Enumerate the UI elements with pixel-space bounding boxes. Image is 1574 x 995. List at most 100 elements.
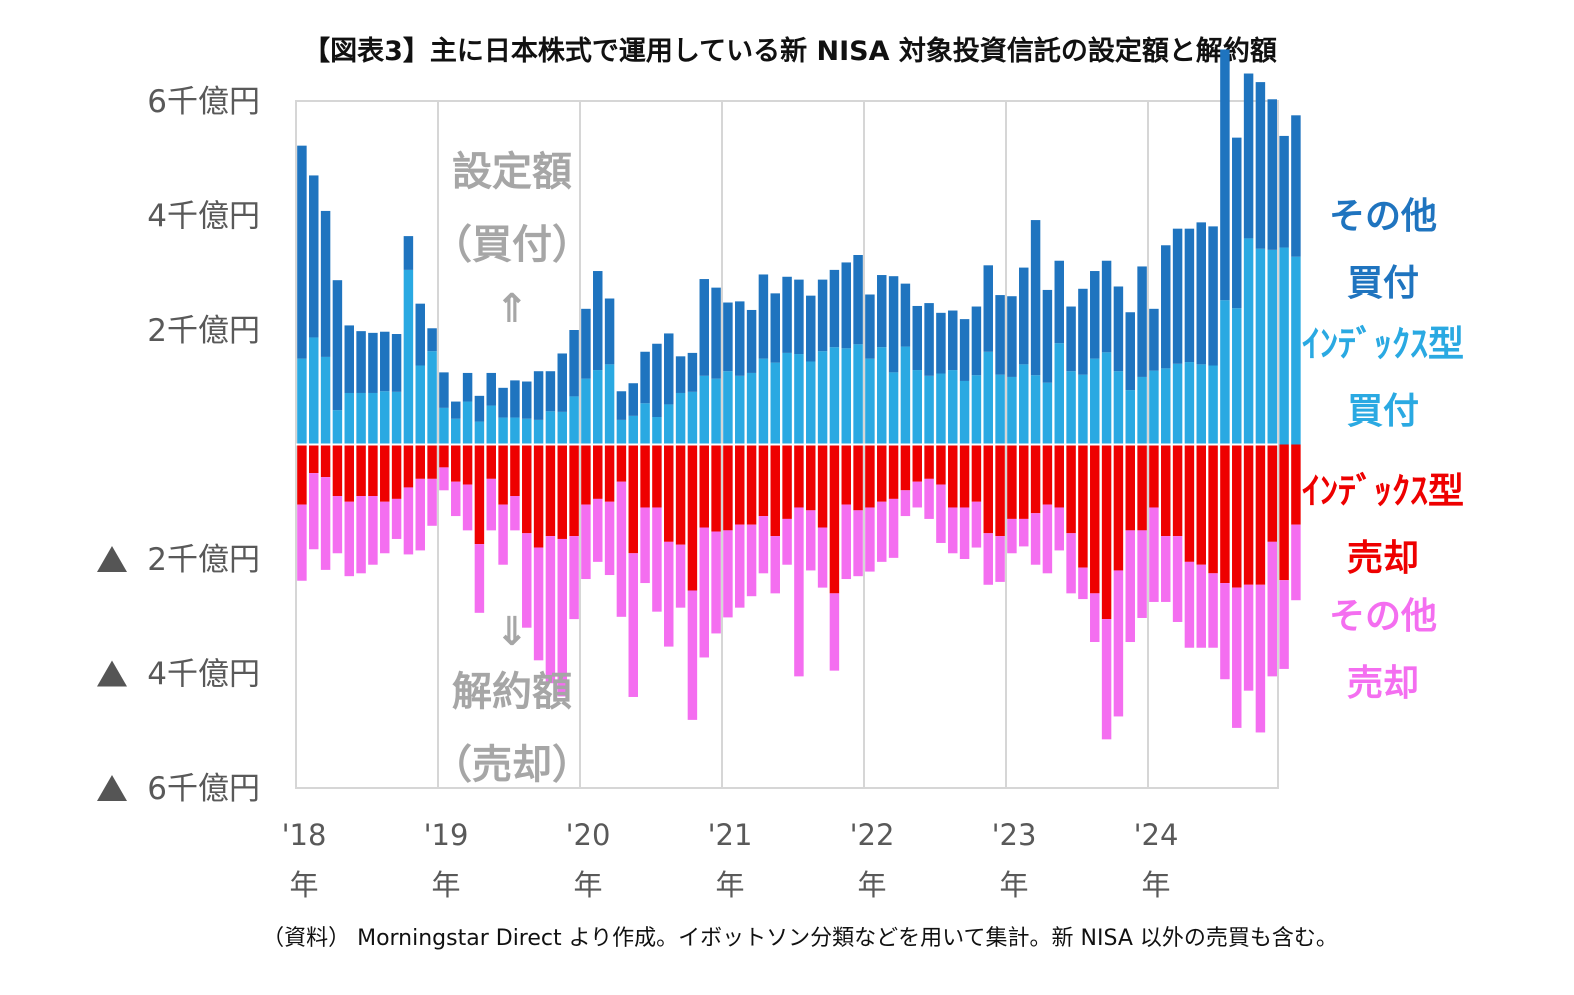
bar-buy-other [675,356,686,393]
bar-sell-other [451,481,461,517]
bar-sell-index [309,444,319,474]
bar-buy-other [853,255,863,345]
bar-buy-index [1279,247,1289,445]
bar-buy-index [1267,249,1277,445]
bar-buy-other [1267,99,1277,250]
bar-sell-other [533,547,544,661]
bar-sell-index [1125,444,1135,531]
bar-sell-other [510,496,520,531]
chart-title: 【図表3】主に日本株式で運用している新 NISA 対象投資信託の設定額と解約額 [303,35,1277,67]
bar-buy-other [1208,226,1218,366]
bar-buy-other [817,279,828,352]
bar-buy-index [486,405,496,445]
bar-sell-index [652,444,662,508]
bar-sell-index [380,444,390,502]
bar-sell-index [782,444,792,519]
x-tick-year-suffix: 年 [715,868,744,902]
bar-sell-other [1030,513,1041,565]
bar-sell-other [699,527,709,658]
bar-sell-index [486,444,496,479]
bar-sell-other [1279,580,1289,669]
bar-sell-index [1054,444,1064,508]
bar-buy-other [557,353,567,412]
bar-sell-index [510,444,520,497]
bar-buy-index [794,354,804,445]
bar-sell-index [924,444,934,479]
bar-buy-other [427,328,437,352]
bar-buy-index [1255,248,1266,445]
bar-sell-index [368,444,378,497]
bar-buy-other [498,387,508,418]
bar-buy-other [888,276,899,373]
bar-sell-other [628,553,638,697]
bar-buy-other [865,294,875,359]
bar-buy-other [1279,135,1289,248]
bar-sell-other [746,524,757,597]
bar-buy-index [545,411,556,445]
bar-sell-index [841,444,851,505]
bar-sell-index [675,444,686,545]
bar-buy-other [1125,312,1135,391]
bar-sell-other [888,498,899,558]
bar-sell-other [593,498,603,562]
bar-sell-other [959,507,970,559]
bar-buy-other [924,303,934,376]
bar-sell-other [1066,533,1076,594]
bar-sell-other [1196,564,1206,648]
bar-buy-index [782,352,792,445]
bar-buy-other [380,331,390,392]
bar-buy-index [569,396,579,445]
bar-sell-index [746,444,757,525]
bar-sell-index [735,444,745,525]
bar-buy-index [415,365,425,445]
legend-label: 売却 [1347,663,1419,704]
bar-sell-other [1220,583,1230,680]
bar-sell-other [711,531,721,634]
bar-sell-other [427,478,437,526]
bar-buy-index [604,364,615,445]
bar-buy-index [439,407,449,445]
bar-sell-other [900,490,911,517]
bar-buy-index [474,421,485,445]
bar-sell-index [1243,444,1254,585]
bar-sell-index [545,444,556,537]
bar-buy-other [439,372,449,408]
bar-buy-other [1149,308,1159,371]
bar-sell-other [1232,587,1242,728]
bar-buy-other [1078,288,1088,375]
bar-sell-index [1208,444,1218,574]
bar-buy-index [1184,362,1195,445]
bar-buy-index [1042,382,1053,445]
bar-buy-other [983,265,993,352]
annotation-down-arrow: ⇓ [495,609,529,655]
bar-buy-index [711,378,721,445]
annotations: 設定額 （買付） ⇑ ⇓ 解約額 （売却） [432,149,592,788]
bar-buy-index [616,419,627,445]
bar-buy-other [746,309,757,373]
bar-buy-index [403,269,414,445]
bar-sell-other [1243,584,1254,691]
bar-buy-index [948,370,958,445]
bar-sell-index [332,444,343,497]
y-axis: 6千億円 4千億円 2千億円 2千億円 4千億円 6千億円 [97,84,260,807]
bar-sell-other [782,518,792,565]
x-tick-year-suffix: 年 [431,868,460,902]
bar-sell-index [1007,444,1017,519]
bar-sell-index [806,444,816,511]
bar-buy-other [770,293,780,363]
bar-sell-other [652,507,662,612]
bar-sell-other [1078,567,1088,600]
bar-sell-other [877,501,887,562]
bar-sell-index [723,444,733,531]
bar-sell-other [735,524,745,608]
bar-buy-other [1255,82,1266,249]
bar-buy-index [865,358,875,445]
bar-buy-other [545,371,556,412]
bar-sell-other [1291,524,1301,601]
bar-sell-other [604,501,615,576]
bar-buy-other [758,274,769,359]
bar-sell-other [474,544,485,613]
bar-buy-other [356,331,366,393]
bar-sell-other [344,501,354,577]
